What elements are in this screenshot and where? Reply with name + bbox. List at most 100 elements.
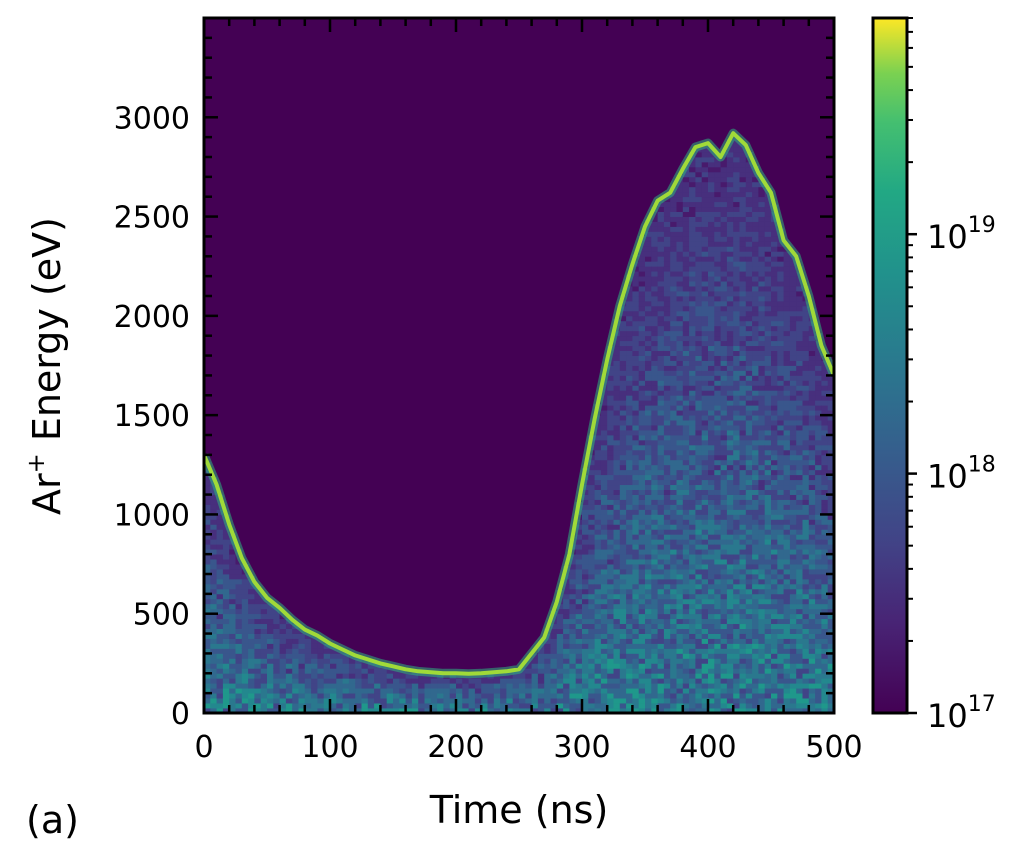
heatmap-cell [758, 330, 766, 337]
heatmap-cell [821, 415, 829, 421]
heatmap-cell [745, 439, 753, 446]
heatmap-cell [657, 226, 665, 232]
heatmap-cell [783, 291, 791, 297]
heatmap-cell [632, 405, 640, 411]
heatmap-cell [695, 166, 703, 173]
heatmap-cell [405, 673, 413, 679]
heatmap-cell [638, 425, 646, 431]
heatmap-cell [594, 524, 602, 530]
heatmap-cell [771, 469, 778, 476]
heatmap-cell [657, 276, 665, 282]
heatmap-cell [651, 683, 658, 689]
heatmap-cell [222, 688, 230, 694]
heatmap-cell [726, 494, 734, 500]
heatmap-cell [771, 286, 778, 292]
heatmap-cell [330, 683, 337, 689]
peak-energy-ridge [204, 131, 834, 676]
heatmap-cell [764, 544, 772, 550]
heatmap-cell [613, 489, 621, 495]
heatmap-cell [720, 484, 728, 490]
heatmap-cell [682, 469, 690, 476]
heatmap-cell [594, 678, 602, 684]
heatmap-cell [588, 504, 595, 510]
heatmap-cell [204, 688, 211, 694]
heatmap-cell [714, 549, 721, 555]
heatmap-cell [248, 668, 255, 674]
heatmap-cell [487, 683, 495, 689]
heatmap-cell [695, 340, 703, 347]
heatmap-cell [632, 291, 640, 297]
heatmap-cell [645, 310, 652, 317]
heatmap-cell [796, 484, 803, 490]
heatmap-cell [758, 494, 766, 500]
heatmap-cell [670, 350, 677, 356]
heatmap-cell [821, 559, 829, 565]
heatmap-cell [789, 454, 797, 461]
heatmap-cell [726, 186, 734, 193]
heatmap-cell [802, 469, 810, 476]
heatmap-cell [594, 534, 602, 540]
heatmap-cell [222, 529, 230, 535]
heatmap-cell [689, 291, 696, 297]
heatmap-cell [752, 176, 759, 183]
heatmap-cell [676, 578, 684, 585]
heatmap-cell [651, 300, 658, 307]
heatmap-cell [701, 365, 709, 371]
heatmap-cell [210, 504, 217, 510]
heatmap-cell [783, 598, 791, 605]
heatmap-cell [739, 196, 747, 203]
heatmap-cell [739, 633, 747, 639]
heatmap-cell [273, 663, 280, 669]
heatmap-cell [708, 355, 715, 361]
heatmap-cell [682, 569, 690, 575]
heatmap-cell [720, 286, 728, 292]
heatmap-cell [752, 658, 759, 664]
heatmap-cell [304, 708, 312, 713]
heatmap-cell [651, 380, 658, 386]
heatmap-cell [777, 385, 784, 391]
heatmap-cell [701, 171, 709, 178]
heatmap-cell [260, 678, 268, 684]
heatmap-cell [638, 251, 646, 257]
heatmap-cell [676, 509, 684, 515]
heatmap-cell [582, 514, 589, 520]
heatmap-cell [594, 608, 602, 615]
heatmap-cell [758, 444, 766, 451]
heatmap-cell [695, 157, 703, 163]
heatmap-cell [626, 449, 633, 456]
heatmap-cell [594, 459, 602, 466]
heatmap-cell [645, 469, 652, 476]
heatmap-cell [663, 549, 671, 555]
heatmap-cell [651, 276, 658, 282]
heatmap-cell [626, 653, 633, 659]
heatmap-cell [670, 405, 677, 411]
heatmap-cell [222, 534, 230, 540]
heatmap-cell [720, 425, 728, 431]
heatmap-cell [739, 598, 747, 605]
heatmap-cell [638, 499, 646, 505]
heatmap-cell [563, 658, 570, 664]
heatmap-cell [733, 370, 740, 376]
heatmap-cell [676, 489, 684, 495]
heatmap-cell [626, 454, 633, 461]
heatmap-cell [229, 693, 236, 699]
heatmap-cell [745, 588, 753, 595]
heatmap-cell [657, 583, 665, 590]
heatmap-cell [695, 459, 703, 466]
heatmap-cell [752, 400, 759, 406]
heatmap-cell [594, 430, 602, 436]
heatmap-cell [222, 618, 230, 625]
heatmap-cell [645, 281, 652, 287]
heatmap-cell [771, 514, 778, 520]
heatmap-cell [292, 668, 299, 674]
heatmap-cell [764, 469, 772, 476]
heatmap-cell [626, 608, 633, 615]
heatmap-cell [380, 698, 388, 704]
heatmap-cell [670, 693, 677, 699]
heatmap-cell [733, 569, 740, 575]
heatmap-cell [267, 613, 274, 620]
heatmap-cell [745, 241, 753, 247]
heatmap-cell [695, 241, 703, 247]
heatmap-cell [789, 603, 797, 610]
heatmap-cell [758, 544, 766, 550]
